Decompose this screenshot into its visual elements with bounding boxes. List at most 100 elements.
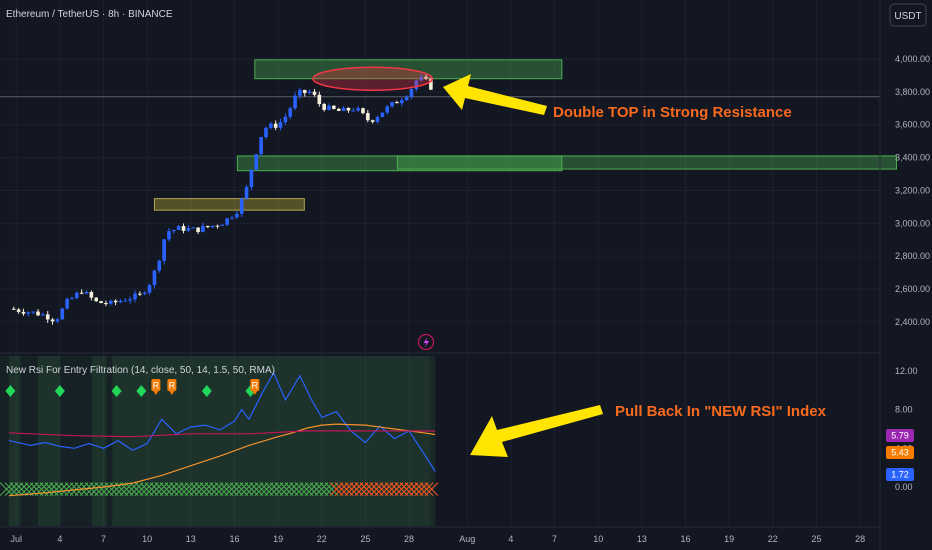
candle: [55, 317, 60, 324]
candle: [312, 88, 317, 97]
currency-button-label: USDT: [894, 11, 921, 22]
zone-support-mid-right: [396, 155, 897, 170]
candle: [399, 97, 404, 107]
candle: [230, 215, 234, 220]
candle: [201, 222, 205, 233]
candle: [235, 211, 239, 220]
time-tick-label: 7: [101, 534, 106, 544]
candle: [370, 119, 375, 124]
candle: [45, 310, 50, 323]
candle: [390, 101, 394, 108]
indicator-background-bands: [8, 356, 436, 526]
resistance-ellipse: [312, 66, 434, 91]
indicator-tick-label: 0.00: [895, 482, 913, 492]
value-badge: 5.43: [886, 446, 914, 459]
candle: [26, 311, 31, 317]
price-tick-label: 3,200.00: [895, 185, 930, 195]
candle: [65, 297, 69, 310]
entry-diamond: [111, 385, 122, 397]
candle: [322, 102, 326, 112]
candle: [11, 306, 16, 310]
svg-text:1.72: 1.72: [891, 470, 909, 480]
candle: [167, 227, 171, 242]
time-tick-label: 28: [855, 534, 865, 544]
lightning-icon[interactable]: [417, 333, 435, 351]
candle: [162, 239, 166, 265]
candle: [147, 283, 152, 296]
value-badge: 1.72: [886, 468, 914, 481]
candle: [269, 121, 273, 130]
value-badge: 5.79: [886, 429, 914, 442]
svg-text:R: R: [169, 381, 176, 391]
candle: [99, 300, 103, 304]
candle: [341, 106, 346, 112]
candle: [414, 79, 419, 92]
time-tick-label: 10: [593, 534, 603, 544]
grid: [0, 0, 880, 527]
indicator-value-badges: 5.79 5.43 1.72: [886, 429, 914, 481]
candle: [356, 106, 360, 112]
time-tick-label: 4: [508, 534, 513, 544]
symbol-title: Ethereum / TetherUS · 8h · BINANCE: [6, 9, 173, 20]
entry-diamond: [136, 385, 147, 397]
candle: [298, 87, 302, 99]
candle: [225, 217, 229, 227]
indicator-tick-label: 8.00: [895, 405, 913, 415]
indicator-line-2: [8, 430, 436, 438]
candle: [79, 289, 84, 295]
indicator-hatched-band: [0, 482, 439, 497]
candle: [50, 317, 55, 325]
candle: [307, 89, 312, 95]
candle: [186, 224, 191, 232]
candle: [94, 297, 99, 302]
candle: [361, 107, 365, 115]
time-tick-label: 19: [724, 534, 734, 544]
price-tick-label: 2,400.00: [895, 317, 930, 327]
annotation-arrow-bottom: [470, 405, 603, 457]
indicator-shade: [0, 356, 430, 526]
entry-diamond: [201, 385, 212, 397]
time-tick-label: 19: [273, 534, 283, 544]
candle: [157, 259, 162, 273]
time-tick-label: Jul: [10, 534, 22, 544]
time-tick-label: 28: [404, 534, 414, 544]
candle: [220, 224, 225, 226]
price-axis-ticks[interactable]: 4,000.00 3,800.00 3,600.00 3,400.00 3,200.00…: [895, 54, 930, 327]
candle: [108, 299, 113, 306]
candle: [104, 300, 108, 307]
candle: [254, 153, 259, 171]
candle: [293, 92, 297, 111]
currency-button[interactable]: USDT: [889, 3, 927, 27]
candle: [288, 106, 293, 120]
candle: [215, 224, 220, 229]
candles: [11, 73, 433, 325]
candle: [424, 73, 428, 81]
time-tick-label: 16: [229, 534, 239, 544]
price-tick-label: 4,000.00: [895, 54, 930, 64]
candle: [336, 107, 341, 112]
svg-text:5.79: 5.79: [891, 431, 909, 441]
candle: [395, 100, 399, 104]
zone-old-resistance: [153, 198, 305, 211]
time-axis-ticks[interactable]: Jul 4 7 10 13 16 19 22 25 28 Aug 4 7 10 13 16 19 22 25 28: [10, 534, 865, 544]
candle: [172, 229, 176, 235]
time-tick-label: 22: [768, 534, 778, 544]
price-tick-label: 2,800.00: [895, 251, 930, 261]
candle: [41, 312, 45, 317]
candle: [409, 88, 414, 100]
annotation-pull-back: Pull Back In "NEW RSI" Index: [615, 403, 827, 420]
candle: [89, 290, 94, 301]
candle: [205, 225, 210, 229]
candle: [244, 184, 249, 200]
annotation-double-top: Double TOP in Strong Resistance: [553, 104, 792, 121]
price-tick-label: 2,600.00: [895, 284, 930, 294]
time-tick-label: 22: [317, 534, 327, 544]
candle: [152, 269, 157, 289]
candle: [128, 296, 132, 304]
time-tick-label: 7: [552, 534, 557, 544]
time-tick-label: 25: [811, 534, 821, 544]
candle: [259, 137, 263, 157]
svg-text:R: R: [252, 381, 259, 391]
signal-r-badge: R: [250, 379, 260, 395]
candle: [118, 299, 123, 304]
